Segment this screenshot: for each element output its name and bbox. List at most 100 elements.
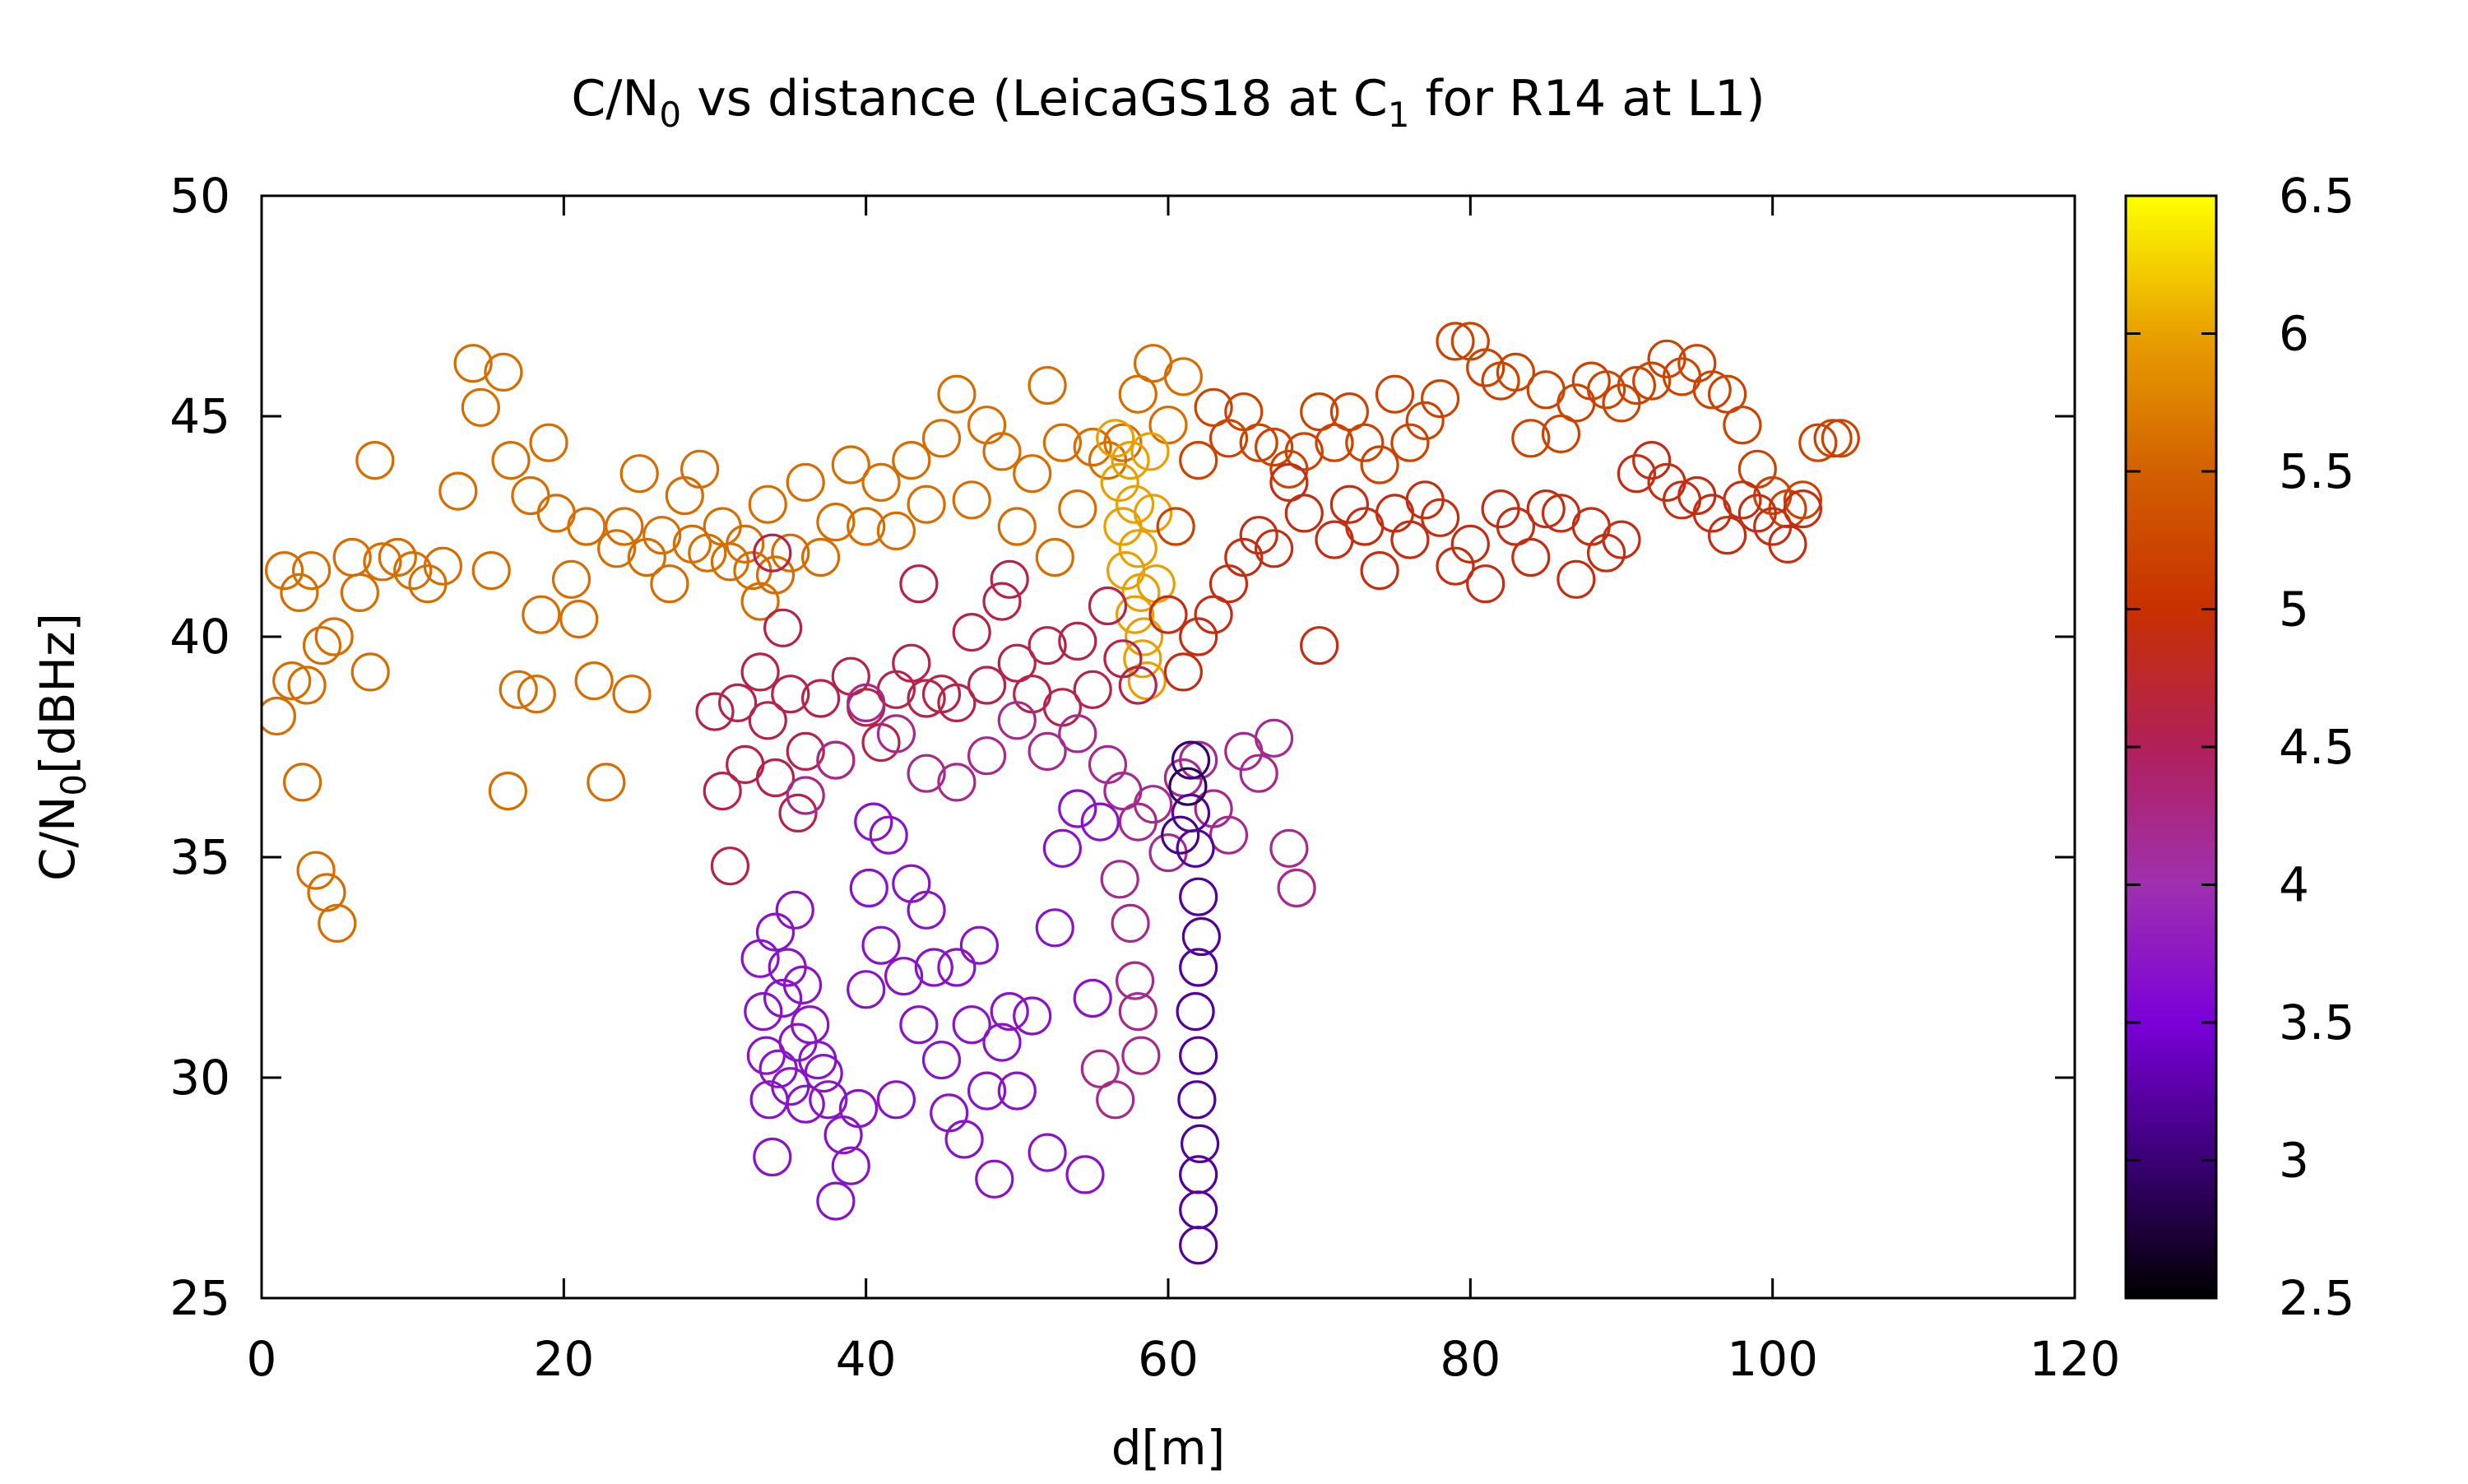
- x-axis: 0 20 40 60 80 100 120: [247, 196, 2121, 1387]
- data-point: [1783, 489, 1822, 529]
- data-point: [1420, 379, 1460, 419]
- data-point: [1058, 489, 1097, 529]
- data-point: [1224, 537, 1264, 577]
- data-point: [695, 692, 735, 731]
- y-axis-label: C/N0[dBHz]: [30, 613, 94, 881]
- data-point: [1073, 670, 1112, 709]
- x-tick-label: 100: [1727, 1331, 1818, 1387]
- data-point: [1179, 440, 1218, 480]
- y-tick-label: 30: [169, 1050, 230, 1106]
- data-point: [1127, 661, 1167, 701]
- data-point: [847, 970, 886, 1009]
- data-point: [744, 991, 783, 1032]
- data-point: [982, 432, 1022, 471]
- data-point: [748, 485, 787, 524]
- data-point: [1088, 744, 1128, 785]
- data-point: [1586, 533, 1626, 573]
- data-point: [921, 1040, 962, 1080]
- data-point: [1284, 494, 1324, 533]
- data-point: [838, 1088, 879, 1129]
- data-point: [1813, 419, 1853, 458]
- data-point: [1028, 731, 1067, 772]
- data-point: [1708, 374, 1747, 414]
- data-point: [804, 1053, 843, 1093]
- data-point: [907, 754, 946, 793]
- data-point: [753, 533, 792, 573]
- data-point: [1208, 815, 1249, 855]
- data-point: [907, 485, 946, 524]
- data-point: [1420, 498, 1460, 537]
- data-point: [1073, 427, 1112, 467]
- data-point: [854, 802, 893, 842]
- data-point: [1496, 352, 1536, 392]
- data-point: [1179, 1036, 1218, 1075]
- data-point: [1163, 652, 1204, 692]
- data-point: [1300, 392, 1339, 432]
- data-point: [1496, 507, 1536, 546]
- data-point: [1450, 322, 1490, 361]
- data-point: [975, 1159, 1014, 1199]
- data-point: [967, 665, 1007, 705]
- x-tick-label: 120: [2030, 1331, 2121, 1387]
- data-point: [287, 665, 327, 705]
- data-point: [262, 696, 296, 736]
- data-point: [1277, 868, 1316, 908]
- data-point: [869, 815, 908, 855]
- data-point: [612, 675, 652, 714]
- data-point: [930, 1093, 969, 1133]
- data-point: [748, 701, 787, 740]
- data-point: [340, 573, 379, 613]
- data-point: [1617, 365, 1657, 406]
- data-point: [363, 542, 402, 582]
- points-layer: [262, 322, 1860, 1265]
- data-point: [959, 925, 1000, 965]
- data-point: [1360, 550, 1399, 591]
- data-point: [529, 423, 568, 462]
- data-point: [997, 643, 1037, 683]
- data-point: [1405, 401, 1445, 440]
- data-point: [619, 454, 659, 494]
- data-point: [605, 507, 644, 546]
- data-point: [350, 652, 390, 692]
- data-point: [816, 1181, 856, 1221]
- data-point: [899, 1005, 939, 1045]
- data-point: [1073, 978, 1112, 1018]
- data-point: [1798, 423, 1838, 462]
- colorbar-tick-label: 4.5: [2279, 719, 2354, 775]
- data-point: [952, 480, 991, 520]
- data-point: [1239, 516, 1278, 555]
- data-point: [847, 683, 886, 723]
- data-point: [1179, 877, 1218, 916]
- data-point: [1115, 485, 1155, 524]
- data-point: [786, 462, 825, 503]
- data-point: [1179, 617, 1218, 656]
- data-point: [1118, 991, 1157, 1032]
- data-point: [1194, 595, 1233, 634]
- data-point: [423, 546, 463, 586]
- data-point: [847, 507, 886, 546]
- data-point: [1783, 480, 1822, 520]
- data-point: [1028, 1133, 1067, 1172]
- data-point: [831, 445, 870, 485]
- data-point: [522, 595, 561, 634]
- data-point: [1329, 392, 1370, 432]
- data-point: [559, 599, 599, 639]
- data-point: [272, 661, 312, 701]
- data-point: [1254, 718, 1294, 758]
- x-axis-label: d[m]: [1111, 1420, 1226, 1476]
- data-point: [753, 1137, 792, 1177]
- data-point: [1103, 423, 1143, 462]
- data-point: [809, 1080, 848, 1120]
- data-point: [937, 683, 977, 723]
- data-point: [982, 582, 1022, 621]
- data-point: [1115, 961, 1155, 1000]
- data-point: [1511, 537, 1551, 577]
- data-point: [816, 740, 856, 780]
- data-point: [967, 736, 1007, 776]
- data-point: [937, 763, 977, 802]
- data-point: [318, 903, 357, 944]
- data-point: [596, 529, 637, 568]
- data-point: [1194, 789, 1233, 828]
- data-point: [1171, 740, 1211, 780]
